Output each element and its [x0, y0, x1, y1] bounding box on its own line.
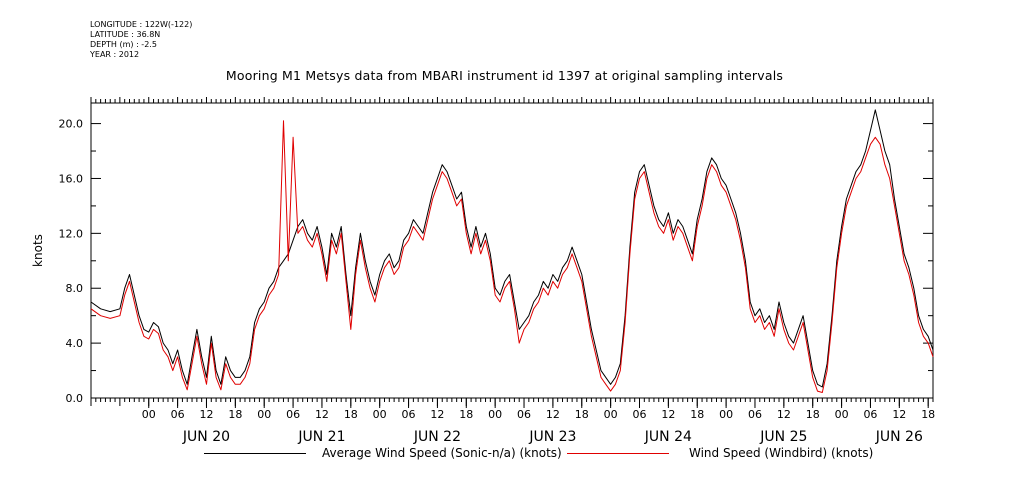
x-date-label: JUN 26 — [875, 429, 923, 445]
meta-year: YEAR : 2012 — [90, 50, 140, 59]
meta-latitude: LATITUDE : 36.8N — [90, 30, 161, 39]
x-date-label: JUN 22 — [413, 429, 461, 445]
y-tick-label: 8.0 — [66, 282, 84, 295]
series-line-2 — [90, 120, 934, 393]
x-date-label: JUN 23 — [528, 429, 576, 445]
x-tick-label: 06 — [286, 408, 300, 421]
x-tick-label: 06 — [863, 408, 877, 421]
y-tick-label: 20.0 — [59, 118, 84, 131]
x-tick-label: 18 — [921, 408, 935, 421]
y-tick-label: 12.0 — [59, 227, 84, 240]
legend-swatch-series-2 — [567, 453, 669, 454]
chart-title: Mooring M1 Metsys data from MBARI instru… — [225, 68, 784, 83]
y-tick-label: 4.0 — [66, 337, 84, 350]
x-tick-label: 06 — [748, 408, 762, 421]
x-tick-label: 06 — [517, 408, 531, 421]
y-tick-label: 16.0 — [59, 172, 84, 185]
y-axis-label: knots — [31, 234, 45, 267]
x-tick-label: 18 — [690, 408, 704, 421]
x-tick-label: 18 — [344, 408, 358, 421]
meta-depth: DEPTH (m) : -2.5 — [90, 40, 157, 49]
x-tick-label: 18 — [806, 408, 820, 421]
x-tick-label: 00 — [604, 408, 618, 421]
series-line-1 — [90, 109, 934, 388]
x-tick-label: 00 — [373, 408, 387, 421]
meta-longitude: LONGITUDE : 122W(-122) — [90, 20, 193, 29]
plot-frame — [90, 102, 934, 399]
x-date-label: JUN 21 — [297, 429, 345, 445]
x-date-label: JUN 25 — [759, 429, 807, 445]
x-tick-label: 00 — [719, 408, 733, 421]
x-tick-label: 18 — [459, 408, 473, 421]
x-tick-label: 12 — [777, 408, 791, 421]
x-tick-label: 12 — [892, 408, 906, 421]
x-tick-label: 00 — [835, 408, 849, 421]
legend-label-series-1: Average Wind Speed (Sonic-n/a) (knots) — [322, 446, 562, 460]
x-tick-label: 00 — [257, 408, 271, 421]
x-tick-label: 06 — [171, 408, 185, 421]
legend: Average Wind Speed (Sonic-n/a) (knots) W… — [0, 446, 1009, 464]
x-date-label: JUN 24 — [644, 429, 692, 445]
x-date-label: JUN 20 — [182, 429, 230, 445]
x-tick-label: 06 — [633, 408, 647, 421]
x-tick-label: 12 — [661, 408, 675, 421]
x-tick-label: 12 — [546, 408, 560, 421]
x-tick-label: 18 — [575, 408, 589, 421]
x-tick-label: 12 — [315, 408, 329, 421]
x-tick-label: 00 — [142, 408, 156, 421]
x-tick-label: 00 — [488, 408, 502, 421]
x-tick-label: 12 — [199, 408, 213, 421]
metadata-block: LONGITUDE : 122W(-122) LATITUDE : 36.8N … — [90, 20, 192, 60]
legend-label-series-2: Wind Speed (Windbird) (knots) — [689, 446, 874, 460]
x-tick-label: 18 — [228, 408, 242, 421]
x-tick-label: 12 — [430, 408, 444, 421]
legend-swatch-series-1 — [204, 453, 306, 454]
y-tick-label: 0.0 — [66, 392, 84, 405]
x-tick-label: 06 — [402, 408, 416, 421]
